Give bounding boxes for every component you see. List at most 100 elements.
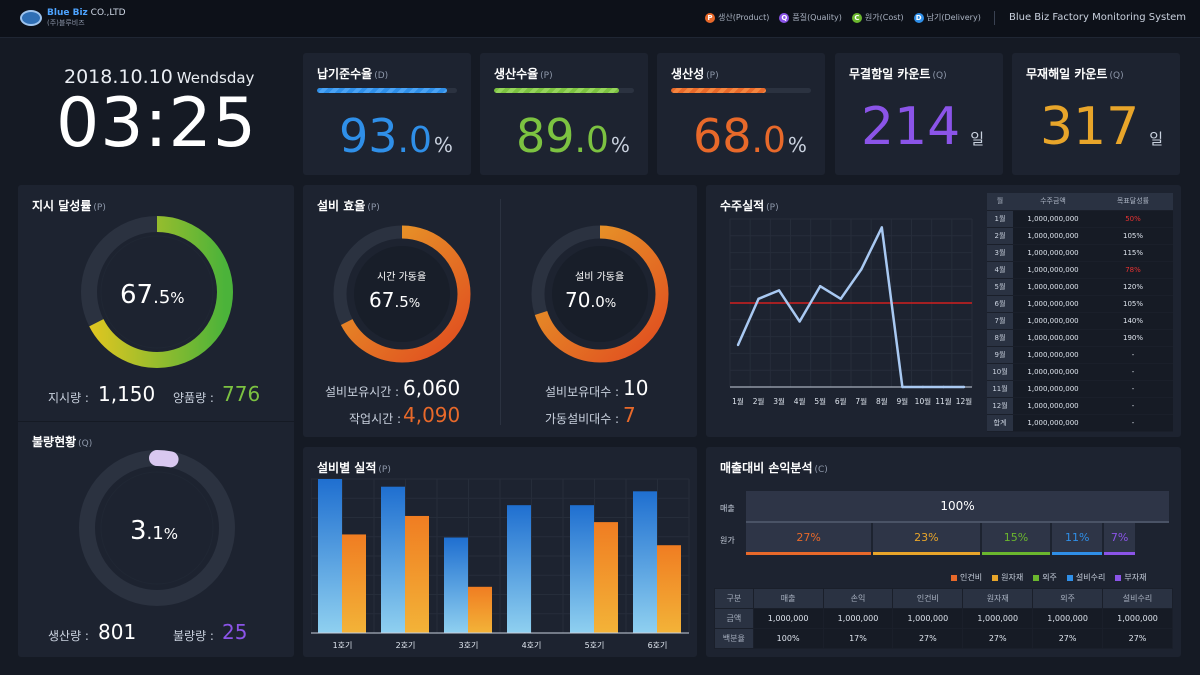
donut-progress-arc bbox=[81, 216, 233, 368]
order-qty-label: 지시량 : bbox=[48, 391, 89, 405]
good-qty-label: 양품량 : bbox=[173, 391, 214, 405]
kpi-unit: % bbox=[610, 133, 630, 157]
data-point bbox=[757, 297, 760, 300]
kpi-tag: (D) bbox=[374, 71, 389, 81]
sales-bar: 100% bbox=[746, 491, 1169, 523]
gauge-dec: .0 bbox=[590, 293, 605, 311]
orders-line-chart: 1월 2월 3월 4월 5월 6월 7월 8월 9월 10월 11월 12월 bbox=[729, 218, 973, 406]
kpi-dec: .0 bbox=[751, 120, 786, 161]
month-cell: 12월 bbox=[987, 397, 1013, 415]
kpi-title: 납기준수율 bbox=[317, 67, 373, 81]
bar bbox=[444, 537, 468, 633]
panel-tag: (C) bbox=[814, 465, 828, 475]
legend-label: 품질(Quality) bbox=[792, 13, 842, 22]
rate-dec: .5 bbox=[153, 287, 171, 308]
gauge-arc bbox=[333, 225, 471, 363]
table-row[interactable]: 10월 1,000,000,000- bbox=[987, 363, 1173, 381]
rate-unit: % bbox=[170, 289, 185, 307]
value-cell: 1,000,000 bbox=[1102, 608, 1173, 629]
kpi-card-productivity[interactable]: 생산성 (P) 68.0% bbox=[657, 53, 825, 175]
rate-cell: 105% bbox=[1093, 227, 1173, 245]
cost-breakdown-bar: 27% 23% 15% 11% 7% bbox=[746, 523, 1169, 555]
cost-segment[interactable]: 7% bbox=[1104, 523, 1136, 555]
x-tick-label: 9월 bbox=[897, 396, 909, 406]
kpi-tag: (Q) bbox=[932, 71, 947, 81]
x-tick-label: 12월 bbox=[956, 396, 973, 406]
table-row[interactable]: 7월 1,000,000,000 140% bbox=[987, 312, 1173, 330]
kpi-title: 무결함일 카운트 bbox=[849, 67, 931, 81]
bar bbox=[507, 505, 531, 633]
own-count-label: 설비보유대수 : bbox=[545, 385, 620, 399]
orders-table: 월 수주금액 목표달성률 1월 1,000,000,000 50% 2월 1,000,0… bbox=[987, 193, 1173, 432]
bar bbox=[318, 479, 342, 633]
product-badge-icon: P bbox=[705, 12, 715, 23]
cost-segment[interactable]: 23% bbox=[873, 523, 980, 555]
table-row[interactable]: 8월 1,000,000,000 190% bbox=[987, 329, 1173, 347]
kpi-card-delivery[interactable]: 납기준수율 (D) 93.0% bbox=[303, 53, 471, 175]
kpi-card-yield[interactable]: 생산수율 (P) 89.0% bbox=[480, 53, 648, 175]
company-logo[interactable]: Blue Biz CO.,LTD (주)블루비즈 bbox=[20, 8, 126, 28]
kpi-value: 317 일 bbox=[1040, 97, 1163, 157]
x-tick-label: 11월 bbox=[935, 396, 952, 406]
profit-loss-panel: 매출대비 손익분석 (C) 매출 100% 원가 27% 23% 15% 11% 7% 인… bbox=[706, 447, 1181, 657]
legend-label: 설비수리 bbox=[1075, 573, 1106, 582]
rate-cell: 105% bbox=[1093, 295, 1173, 313]
month-cell: 10월 bbox=[987, 363, 1013, 381]
prod-qty-value: 801 bbox=[98, 620, 137, 644]
legend-item: 설비수리 bbox=[1066, 572, 1106, 583]
month-cell: 합계 bbox=[987, 414, 1013, 432]
kpi-progress-track bbox=[317, 88, 457, 93]
table-row[interactable]: 11월 1,000,000,000- bbox=[987, 380, 1173, 398]
table-row[interactable]: 합계 1,000,000,000- bbox=[987, 414, 1173, 432]
legend-item: 부자재 bbox=[1115, 572, 1146, 583]
table-row[interactable]: 1월 1,000,000,000 50% bbox=[987, 210, 1173, 228]
panel-tag: (P) bbox=[766, 203, 779, 213]
value-cell: 1,000,000 bbox=[822, 608, 894, 629]
gauge-dec: .5 bbox=[394, 293, 409, 311]
kpi-card-defect-free-days[interactable]: 무결함일 카운트 (Q) 214 일 bbox=[835, 53, 1003, 175]
table-row[interactable]: 2월 1,000,000,000 105% bbox=[987, 227, 1173, 245]
kpi-title: 생산성 bbox=[671, 67, 705, 81]
value-cell: 17% bbox=[822, 628, 894, 649]
work-time-value: 4,090 bbox=[403, 403, 461, 427]
legend-item: 인건비 bbox=[951, 572, 982, 583]
legend-item-quality: Q 품질(Quality) bbox=[779, 12, 842, 23]
cost-segment[interactable]: 11% bbox=[1052, 523, 1103, 555]
amount-cell: 1,000,000,000 bbox=[1013, 227, 1093, 245]
table-row[interactable]: 4월 1,000,000,000 78% bbox=[987, 261, 1173, 279]
table-row[interactable]: 5월 1,000,000,000 120% bbox=[987, 278, 1173, 296]
kpi-title: 생산수율 bbox=[494, 67, 539, 81]
table-row[interactable]: 12월 1,000,000,000- bbox=[987, 397, 1173, 415]
kpi-card-accident-free-days[interactable]: 무재해일 카운트 (Q) 317 일 bbox=[1012, 53, 1180, 175]
legend-label: 원가(Cost) bbox=[864, 13, 904, 22]
table-row[interactable]: 백분율 100% 17% 27% 27% 27% 27% bbox=[714, 628, 1173, 649]
sales-label: 매출 bbox=[720, 504, 735, 513]
x-tick-label: 1호기 bbox=[333, 641, 353, 650]
amount-cell: 1,000,000,000 bbox=[1013, 210, 1093, 228]
own-time-value: 6,060 bbox=[403, 376, 461, 400]
bad-qty-value: 25 bbox=[222, 620, 248, 644]
table-row[interactable]: 3월 1,000,000,000 115% bbox=[987, 244, 1173, 262]
month-cell: 1월 bbox=[987, 210, 1013, 228]
value-cell: 27% bbox=[892, 628, 964, 649]
table-row[interactable]: 6월 1,000,000,000 105% bbox=[987, 295, 1173, 313]
table-row[interactable]: 9월 1,000,000,000- bbox=[987, 346, 1173, 364]
cost-legend: 인건비 원자재 외주 설비수리 부자재 bbox=[951, 572, 1146, 583]
x-tick-label: 5월 bbox=[814, 396, 826, 406]
gauge-label: 설비 가동율 bbox=[575, 272, 625, 283]
x-tick-label: 2월 bbox=[753, 396, 765, 406]
x-tick-label: 1월 bbox=[732, 396, 744, 406]
kpi-tag: (Q) bbox=[1109, 71, 1124, 81]
value-cell: 27% bbox=[1032, 628, 1104, 649]
month-cell: 3월 bbox=[987, 244, 1013, 262]
defect-donut bbox=[79, 450, 235, 606]
table-row[interactable]: 금액 1,000,000 1,000,000 1,000,000 1,000,000 1,… bbox=[714, 608, 1173, 629]
kpi-tag: (P) bbox=[706, 71, 719, 81]
cost-segment[interactable]: 15% bbox=[981, 523, 1051, 555]
rate-dec: .1 bbox=[146, 523, 164, 544]
cost-segment[interactable]: 27% bbox=[746, 523, 872, 555]
brand-sub: (주)블루비즈 bbox=[47, 19, 85, 27]
run-count-label: 가동설비대수 : bbox=[545, 412, 620, 426]
kpi-tag: (P) bbox=[540, 71, 553, 81]
